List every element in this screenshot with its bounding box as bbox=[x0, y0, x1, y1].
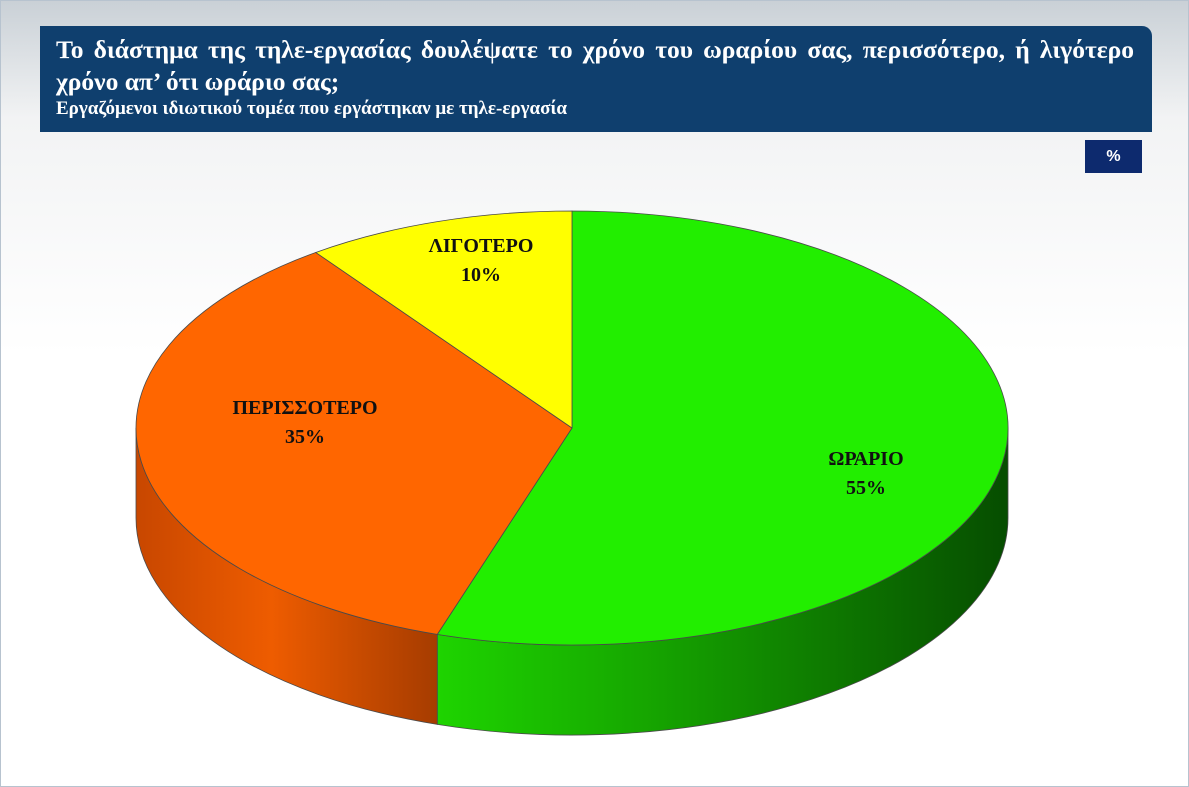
slice-label-1: ΩΡΑΡΙΟ bbox=[828, 448, 903, 470]
slice-value-3: 10% bbox=[461, 264, 501, 286]
chart-subtitle: Εργαζόμενοι ιδιωτικού τομέα που εργάστηκ… bbox=[56, 98, 567, 119]
unit-badge: % bbox=[1085, 140, 1142, 173]
pie-labels: ΩΡΑΡΙΟ 55% ΠΕΡΙΣΣΟΤΕΡΟ 35% ΛΙΓΟΤΕΡΟ 10% bbox=[232, 235, 903, 499]
pie-tops bbox=[135, 210, 1009, 646]
pie-slice-1 bbox=[436, 210, 1009, 646]
header-banner: Το διάστημα της τηλε-εργασίας δουλέψατε … bbox=[40, 26, 1152, 132]
slice-label-2: ΠΕΡΙΣΣΟΤΕΡΟ bbox=[232, 397, 377, 419]
slice-label-3: ΛΙΓΟΤΕΡΟ bbox=[429, 235, 534, 257]
pie-slice-2 bbox=[135, 251, 573, 635]
slice-value-2: 35% bbox=[285, 426, 325, 448]
slice-value-1: 55% bbox=[846, 477, 886, 499]
pie-slice-3 bbox=[314, 210, 573, 429]
chart-title: Το διάστημα της τηλε-εργασίας δουλέψατε … bbox=[56, 35, 1134, 96]
